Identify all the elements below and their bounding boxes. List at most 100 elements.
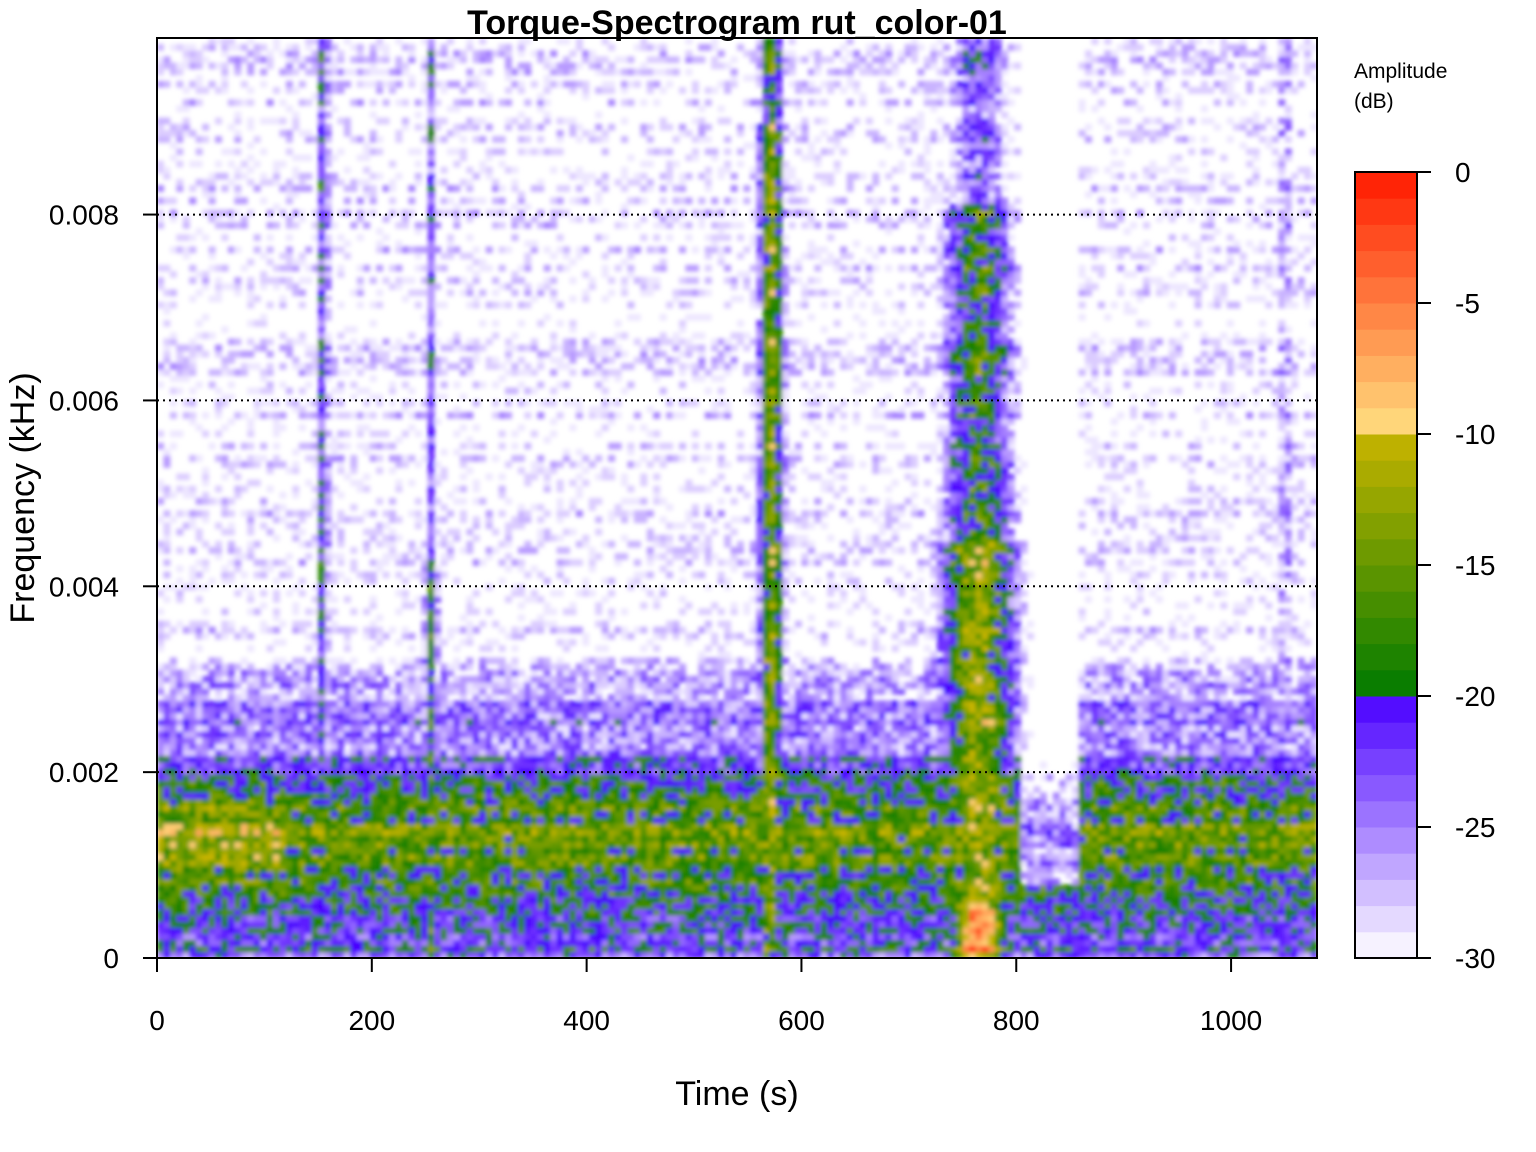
- heatmap-cell: [208, 902, 216, 910]
- heatmap-cell: [376, 148, 384, 156]
- heatmap-cell: [215, 939, 222, 947]
- heatmap-cell: [273, 38, 280, 45]
- heatmap-cell: [182, 884, 190, 892]
- heatmap-cell: [169, 626, 177, 634]
- heatmap-cell: [163, 620, 171, 628]
- heatmap-cell: [266, 878, 274, 885]
- heatmap-cell: [356, 700, 364, 708]
- heatmap-cell: [163, 951, 171, 958]
- heatmap-cell: [298, 620, 306, 628]
- heatmap-cell: [311, 369, 319, 376]
- heatmap-cell: [459, 731, 467, 738]
- heatmap-cell: [311, 884, 319, 892]
- heatmap-cell: [324, 271, 332, 278]
- heatmap-cell: [292, 620, 300, 628]
- heatmap-cell: [395, 792, 403, 800]
- heatmap-cell: [434, 786, 442, 793]
- heatmap-cell: [421, 344, 429, 352]
- heatmap-cell: [227, 927, 235, 934]
- heatmap-cell: [466, 835, 474, 842]
- heatmap-cell: [434, 810, 442, 818]
- heatmap-cell: [466, 951, 474, 958]
- heatmap-cell: [298, 872, 306, 879]
- heatmap-cell: [440, 264, 448, 272]
- heatmap-cell: [427, 215, 435, 223]
- heatmap-cell: [492, 780, 500, 787]
- heatmap-cell: [215, 890, 222, 898]
- heatmap-cell: [356, 412, 364, 419]
- heatmap-cell: [369, 559, 377, 566]
- heatmap-cell: [311, 675, 319, 683]
- heatmap-cell: [524, 878, 532, 885]
- heatmap-cell: [240, 412, 248, 419]
- heatmap-cell: [182, 823, 190, 830]
- heatmap-cell: [511, 522, 519, 530]
- heatmap-cell: [298, 338, 306, 346]
- heatmap-cell: [240, 363, 248, 370]
- heatmap-cell: [472, 706, 480, 714]
- heatmap-cell: [234, 792, 242, 800]
- heatmap-cell: [421, 442, 429, 450]
- heatmap-cell: [466, 289, 474, 297]
- heatmap-cell: [260, 675, 268, 683]
- heatmap-cell: [311, 222, 319, 229]
- heatmap-cell: [298, 99, 306, 106]
- heatmap-cell: [260, 718, 268, 726]
- heatmap-cell: [169, 688, 177, 695]
- heatmap-cell: [472, 841, 480, 849]
- heatmap-cell: [498, 829, 506, 836]
- heatmap-cell: [363, 148, 371, 156]
- heatmap-cell: [395, 461, 403, 468]
- heatmap-cell: [434, 301, 442, 309]
- heatmap-cell: [195, 859, 203, 867]
- heatmap-cell: [440, 553, 448, 560]
- heatmap-cell: [273, 87, 280, 94]
- heatmap-cell: [505, 835, 512, 842]
- heatmap-cell: [363, 142, 371, 149]
- heatmap-cell: [163, 663, 171, 671]
- heatmap-cell: [234, 755, 242, 763]
- heatmap-cell: [472, 712, 480, 720]
- heatmap-cell: [363, 718, 371, 726]
- heatmap-cell: [459, 816, 467, 824]
- heatmap-cell: [389, 675, 396, 683]
- heatmap-cell: [260, 755, 268, 763]
- heatmap-cell: [195, 749, 203, 757]
- heatmap-cell: [524, 890, 532, 898]
- heatmap-cell: [517, 792, 525, 800]
- heatmap-cell: [285, 130, 293, 137]
- heatmap-cell: [472, 798, 480, 806]
- heatmap-cell: [227, 44, 235, 51]
- heatmap-cell: [253, 712, 261, 720]
- heatmap-cell: [195, 810, 203, 818]
- heatmap-cell: [253, 688, 261, 695]
- heatmap-cell: [440, 117, 448, 125]
- heatmap-cell: [182, 810, 190, 818]
- heatmap-cell: [176, 246, 184, 254]
- heatmap-cell: [427, 516, 435, 524]
- heatmap-cell: [414, 810, 422, 818]
- heatmap-cell: [202, 510, 210, 517]
- heatmap-cell: [511, 271, 519, 278]
- heatmap-cell: [215, 755, 222, 763]
- heatmap-cell: [427, 510, 435, 517]
- heatmap-cell: [414, 718, 422, 726]
- heatmap-cell: [202, 430, 210, 438]
- heatmap-cell: [447, 786, 454, 793]
- heatmap-cell: [479, 663, 487, 671]
- heatmap-cell: [414, 246, 422, 254]
- heatmap-cell: [189, 761, 197, 769]
- heatmap-cell: [466, 338, 474, 346]
- heatmap-cell: [195, 50, 203, 57]
- heatmap-cell: [440, 896, 448, 904]
- heatmap-cell: [189, 264, 197, 272]
- heatmap-cell: [157, 62, 164, 70]
- heatmap-cell: [408, 816, 416, 824]
- heatmap-cell: [524, 780, 532, 787]
- heatmap-cell: [363, 209, 371, 217]
- heatmap-cell: [401, 878, 409, 885]
- heatmap-cell: [369, 724, 377, 732]
- heatmap-cell: [408, 412, 416, 419]
- heatmap-cell: [311, 350, 319, 358]
- heatmap-cell: [318, 412, 326, 419]
